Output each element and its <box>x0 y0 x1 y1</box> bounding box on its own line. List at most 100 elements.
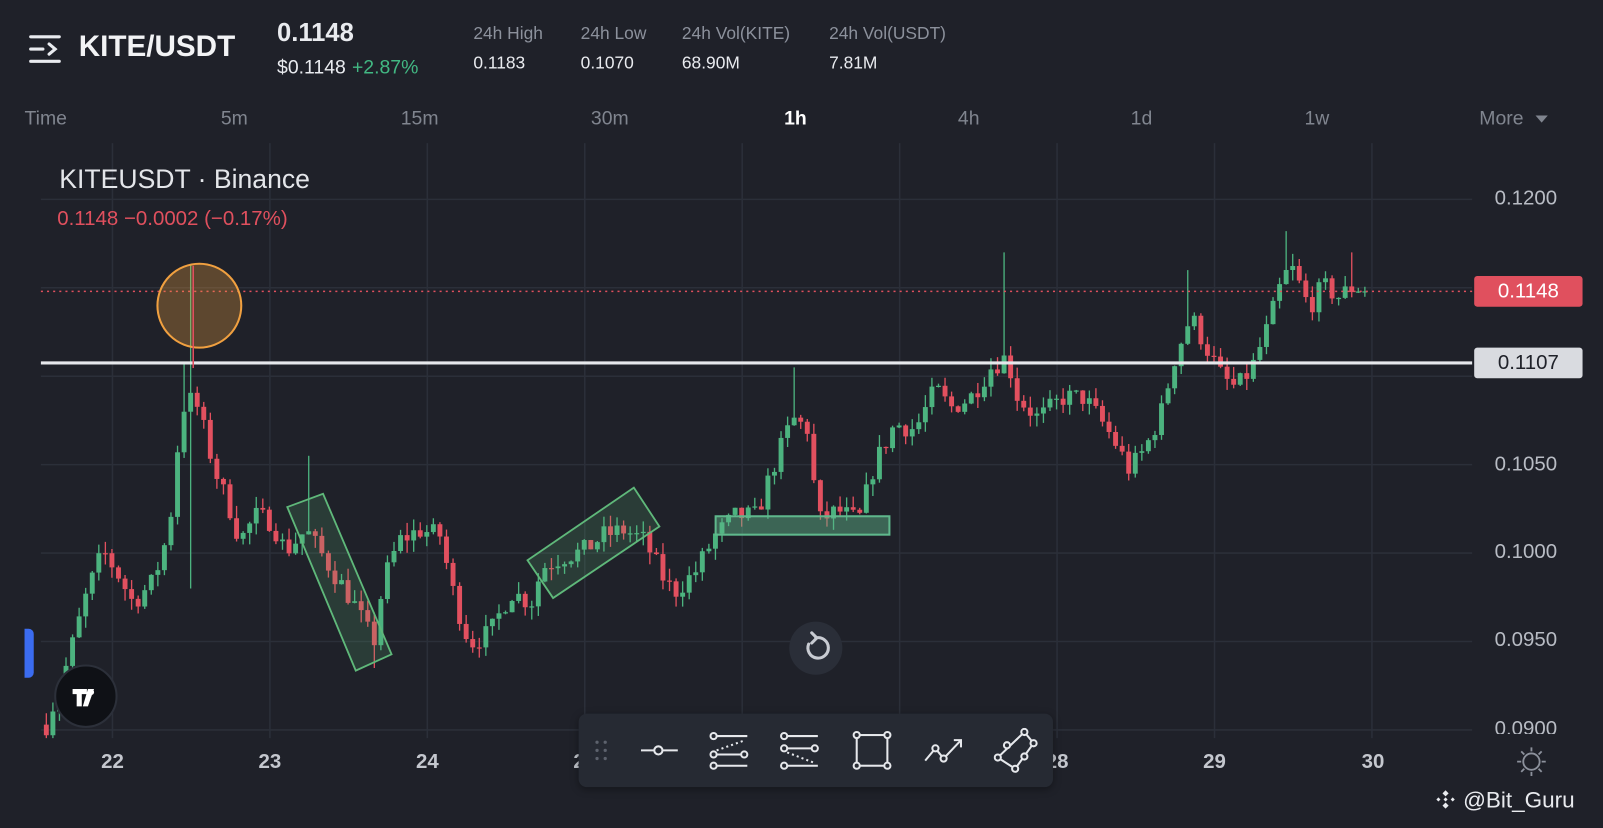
reset-icon <box>806 631 830 660</box>
candle-up <box>1250 359 1256 379</box>
drag-handle[interactable] <box>579 728 624 773</box>
candle-up <box>791 417 797 426</box>
path-tool[interactable] <box>922 728 967 773</box>
candle-down <box>995 369 1000 374</box>
menu-icon <box>29 35 61 63</box>
candle-down <box>1231 378 1237 385</box>
candle-up <box>168 516 174 546</box>
candle-down <box>1080 390 1086 404</box>
tab-15m[interactable]: 15m <box>400 108 439 130</box>
candle-up <box>634 533 640 535</box>
settings-sun-icon <box>1517 747 1546 776</box>
candle-down <box>1198 315 1204 345</box>
stat-label-high: 24h High <box>473 23 543 43</box>
candle-up <box>890 427 896 449</box>
candle-down <box>417 530 423 537</box>
candle-down <box>804 421 810 434</box>
stat-label-low: 24h Low <box>580 23 647 43</box>
candle-up <box>785 425 791 438</box>
y-tick: 0.1000 <box>1494 540 1558 564</box>
candle-down <box>1119 445 1125 452</box>
candle-up <box>778 437 784 472</box>
candle-down <box>129 589 135 599</box>
candle-up <box>430 524 436 533</box>
tradingview-logo[interactable] <box>54 664 118 728</box>
tab-1d[interactable]: 1d <box>1130 108 1153 130</box>
candle-down <box>1008 355 1014 379</box>
candle-up <box>1086 398 1092 404</box>
tab-time[interactable]: Time <box>24 108 67 130</box>
candle-up <box>699 551 705 573</box>
candle-up <box>1277 284 1283 301</box>
candle-down <box>365 610 371 622</box>
candle-up <box>1159 403 1164 436</box>
stat-label-vol-kite: 24h Vol(KITE) <box>681 23 791 43</box>
support-zone-box[interactable] <box>714 515 891 536</box>
x-tick: 22 <box>101 750 124 773</box>
menu-button[interactable] <box>29 34 66 65</box>
candle-up <box>240 532 246 539</box>
parallel-channel-tool[interactable] <box>706 728 751 773</box>
polygon-tool[interactable] <box>993 727 1039 773</box>
channel-box-up[interactable] <box>526 486 661 600</box>
candle-down <box>1106 421 1112 432</box>
candle-up <box>1336 297 1342 300</box>
candle-up <box>1237 373 1243 385</box>
candle-up <box>732 507 738 515</box>
pair-title[interactable]: KITE/USDT <box>78 30 236 64</box>
candle-up <box>1185 326 1191 344</box>
x-tick: 30 <box>1361 750 1385 773</box>
y-tick: 0.1050 <box>1494 452 1558 476</box>
candle-up <box>627 533 633 535</box>
candle-up <box>83 593 89 617</box>
candle-up <box>1054 398 1060 400</box>
candle-down <box>588 540 594 550</box>
side-panel-tab[interactable] <box>24 628 34 678</box>
candle-up <box>496 613 502 619</box>
stat-value-low: 0.1070 <box>580 53 634 73</box>
candle-up <box>680 592 686 597</box>
tab-4h[interactable]: 4h <box>957 108 980 130</box>
chart-settings-button[interactable] <box>1516 746 1547 777</box>
rectangle-tool[interactable] <box>850 728 895 773</box>
tab-1w[interactable]: 1w <box>1304 108 1330 130</box>
candle-up <box>1283 269 1289 285</box>
candle-up <box>50 711 56 736</box>
candle-down <box>194 392 200 407</box>
candle-up <box>1073 390 1079 392</box>
candles <box>43 231 1368 739</box>
candle-up <box>424 532 430 537</box>
tab-30m[interactable]: 30m <box>590 108 629 130</box>
binance-logo <box>1436 790 1455 809</box>
candle-up <box>89 572 95 594</box>
reset-chart-button[interactable] <box>789 621 843 675</box>
candle-up <box>640 531 646 534</box>
candle-down <box>1224 366 1230 379</box>
channel-box-down[interactable] <box>286 492 393 672</box>
candle-up <box>306 531 312 535</box>
candle-down <box>660 554 666 581</box>
candle-up <box>1040 407 1046 414</box>
candle-down <box>332 570 338 585</box>
pitchfork-icon <box>780 731 819 770</box>
candle-down <box>457 585 463 624</box>
candle-down <box>43 724 49 736</box>
candle-down <box>811 433 817 481</box>
highlight-circle[interactable] <box>156 262 243 349</box>
candle-up <box>247 523 253 533</box>
candle-down <box>798 417 804 422</box>
candle-down <box>817 480 823 512</box>
candle-down <box>1027 407 1033 416</box>
symbol-legend[interactable]: KITEUSDT · Binance <box>59 163 310 195</box>
candle-down <box>227 484 233 519</box>
horizontal-line-tool[interactable] <box>637 728 682 773</box>
candle-up <box>96 553 102 573</box>
tab-1h[interactable]: 1h <box>784 108 807 130</box>
pitchfork-tool[interactable] <box>777 728 822 773</box>
candle-up <box>1178 343 1184 367</box>
tab-5m[interactable]: 5m <box>220 108 248 130</box>
y-tick: 0.1200 <box>1494 187 1558 210</box>
more-dropdown[interactable]: More <box>1479 108 1548 130</box>
candle-up <box>712 533 718 549</box>
